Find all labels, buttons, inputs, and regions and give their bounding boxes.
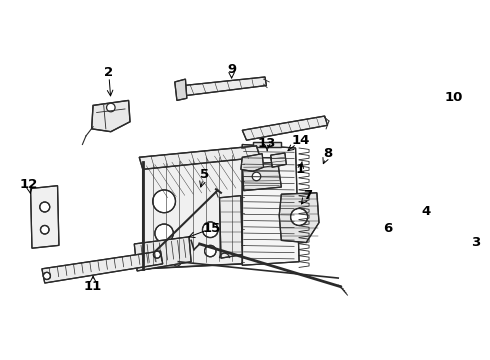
- Circle shape: [150, 246, 161, 256]
- Circle shape: [205, 246, 216, 257]
- Circle shape: [41, 225, 49, 234]
- Polygon shape: [241, 154, 264, 171]
- Circle shape: [153, 190, 175, 213]
- Text: 12: 12: [20, 179, 38, 192]
- Polygon shape: [279, 193, 319, 243]
- Circle shape: [43, 273, 50, 279]
- Text: 13: 13: [258, 136, 276, 149]
- Circle shape: [202, 222, 218, 238]
- Polygon shape: [30, 186, 59, 248]
- Text: 8: 8: [323, 147, 332, 160]
- Text: 3: 3: [471, 236, 480, 249]
- Text: 6: 6: [383, 222, 392, 235]
- Polygon shape: [177, 77, 267, 96]
- Polygon shape: [220, 195, 242, 258]
- Text: 1: 1: [296, 163, 305, 176]
- Polygon shape: [270, 153, 286, 167]
- Polygon shape: [92, 100, 130, 132]
- Text: 2: 2: [104, 66, 113, 78]
- Circle shape: [172, 257, 181, 266]
- Text: 7: 7: [303, 189, 312, 202]
- Text: 11: 11: [84, 280, 102, 293]
- Polygon shape: [143, 150, 242, 269]
- Text: 10: 10: [444, 91, 463, 104]
- Polygon shape: [42, 251, 163, 283]
- Text: 5: 5: [200, 168, 209, 181]
- Circle shape: [252, 172, 261, 181]
- Polygon shape: [175, 79, 187, 100]
- Circle shape: [291, 208, 308, 225]
- Circle shape: [40, 202, 49, 212]
- Circle shape: [106, 103, 115, 112]
- Polygon shape: [242, 144, 299, 265]
- Text: 14: 14: [292, 134, 310, 148]
- Circle shape: [153, 251, 161, 258]
- Polygon shape: [134, 237, 191, 271]
- Polygon shape: [242, 162, 281, 191]
- Text: 15: 15: [202, 222, 221, 235]
- Polygon shape: [139, 146, 260, 169]
- Text: 9: 9: [227, 63, 236, 76]
- Circle shape: [155, 224, 173, 243]
- Text: 4: 4: [421, 206, 430, 219]
- Polygon shape: [253, 142, 281, 147]
- Polygon shape: [242, 116, 327, 140]
